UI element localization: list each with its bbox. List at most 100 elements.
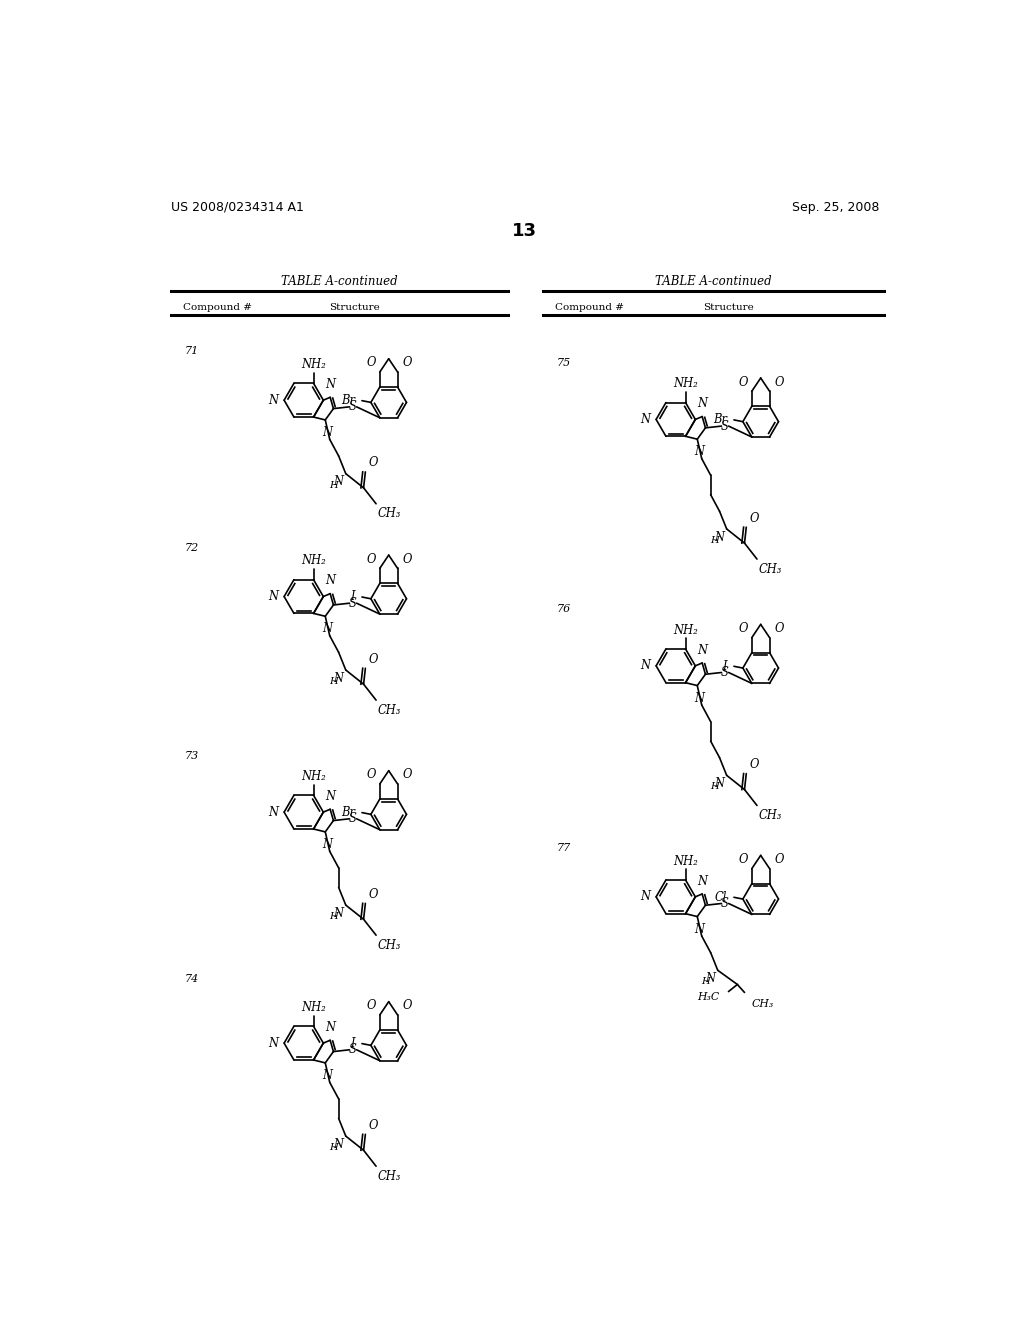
Text: H: H bbox=[710, 783, 719, 792]
Text: CH₃: CH₃ bbox=[378, 939, 401, 952]
Text: S: S bbox=[721, 898, 729, 909]
Text: N: N bbox=[694, 923, 705, 936]
Text: CH₃: CH₃ bbox=[759, 809, 782, 822]
Text: 76: 76 bbox=[557, 605, 570, 614]
Text: O: O bbox=[739, 853, 749, 866]
Text: N: N bbox=[325, 791, 335, 803]
Text: O: O bbox=[369, 887, 378, 900]
Text: H: H bbox=[329, 912, 338, 921]
Text: N: N bbox=[322, 838, 332, 851]
Text: O: O bbox=[369, 652, 378, 665]
Text: N: N bbox=[714, 777, 724, 791]
Text: CH₃: CH₃ bbox=[378, 704, 401, 717]
Text: N: N bbox=[697, 397, 708, 411]
Text: Cl: Cl bbox=[715, 891, 727, 904]
Text: S: S bbox=[349, 1043, 357, 1056]
Text: N: N bbox=[333, 672, 343, 685]
Text: N: N bbox=[697, 875, 708, 888]
Text: O: O bbox=[367, 553, 376, 566]
Text: S: S bbox=[721, 667, 729, 678]
Text: O: O bbox=[403, 999, 413, 1012]
Text: Br: Br bbox=[341, 395, 355, 407]
Text: O: O bbox=[367, 999, 376, 1012]
Text: Br: Br bbox=[341, 807, 355, 820]
Text: N: N bbox=[322, 426, 332, 440]
Text: N: N bbox=[322, 623, 332, 635]
Text: N: N bbox=[268, 590, 279, 603]
Text: O: O bbox=[403, 553, 413, 566]
Text: O: O bbox=[750, 758, 759, 771]
Text: H₃C: H₃C bbox=[697, 991, 720, 1002]
Text: 13: 13 bbox=[512, 222, 538, 240]
Text: Compound #: Compound # bbox=[182, 304, 252, 312]
Text: O: O bbox=[369, 1118, 378, 1131]
Text: NH₂: NH₂ bbox=[673, 378, 698, 391]
Text: S: S bbox=[349, 400, 357, 413]
Text: 72: 72 bbox=[184, 543, 199, 553]
Text: O: O bbox=[367, 768, 376, 781]
Text: N: N bbox=[641, 890, 651, 903]
Text: N: N bbox=[714, 531, 724, 544]
Text: N: N bbox=[322, 1069, 332, 1082]
Text: Structure: Structure bbox=[330, 304, 380, 312]
Text: NH₂: NH₂ bbox=[301, 1001, 326, 1014]
Text: N: N bbox=[325, 378, 335, 391]
Text: Br: Br bbox=[713, 413, 727, 426]
Text: Compound #: Compound # bbox=[555, 304, 624, 312]
Text: CH₃: CH₃ bbox=[378, 1170, 401, 1183]
Text: N: N bbox=[268, 1036, 279, 1049]
Text: O: O bbox=[367, 356, 376, 370]
Text: 77: 77 bbox=[557, 843, 570, 853]
Text: Structure: Structure bbox=[703, 304, 754, 312]
Text: S: S bbox=[349, 812, 357, 825]
Text: I: I bbox=[350, 1038, 355, 1051]
Text: O: O bbox=[403, 356, 413, 370]
Text: CH₃: CH₃ bbox=[759, 562, 782, 576]
Text: 71: 71 bbox=[184, 346, 199, 356]
Text: H: H bbox=[700, 977, 710, 986]
Text: H: H bbox=[329, 1143, 338, 1152]
Text: N: N bbox=[268, 805, 279, 818]
Text: 73: 73 bbox=[184, 751, 199, 760]
Text: Sep. 25, 2008: Sep. 25, 2008 bbox=[792, 201, 879, 214]
Text: H: H bbox=[329, 480, 338, 490]
Text: O: O bbox=[403, 768, 413, 781]
Text: I: I bbox=[722, 660, 727, 673]
Text: S: S bbox=[349, 597, 357, 610]
Text: NH₂: NH₂ bbox=[301, 358, 326, 371]
Text: N: N bbox=[333, 475, 343, 488]
Text: O: O bbox=[775, 376, 784, 388]
Text: NH₂: NH₂ bbox=[301, 554, 326, 568]
Text: N: N bbox=[694, 692, 705, 705]
Text: NH₂: NH₂ bbox=[673, 854, 698, 867]
Text: N: N bbox=[705, 972, 715, 985]
Text: NH₂: NH₂ bbox=[301, 770, 326, 783]
Text: S: S bbox=[721, 420, 729, 433]
Text: N: N bbox=[333, 907, 343, 920]
Text: H: H bbox=[329, 677, 338, 686]
Text: O: O bbox=[739, 622, 749, 635]
Text: US 2008/0234314 A1: US 2008/0234314 A1 bbox=[171, 201, 303, 214]
Text: 75: 75 bbox=[557, 358, 570, 368]
Text: N: N bbox=[641, 413, 651, 426]
Text: I: I bbox=[350, 590, 355, 603]
Text: N: N bbox=[641, 659, 651, 672]
Text: N: N bbox=[333, 1138, 343, 1151]
Text: O: O bbox=[775, 853, 784, 866]
Text: N: N bbox=[694, 445, 705, 458]
Text: NH₂: NH₂ bbox=[673, 623, 698, 636]
Text: CH₃: CH₃ bbox=[378, 507, 401, 520]
Text: N: N bbox=[325, 1022, 335, 1034]
Text: N: N bbox=[268, 393, 279, 407]
Text: N: N bbox=[325, 574, 335, 587]
Text: TABLE A-continued: TABLE A-continued bbox=[281, 275, 397, 288]
Text: N: N bbox=[697, 644, 708, 657]
Text: O: O bbox=[775, 622, 784, 635]
Text: O: O bbox=[750, 512, 759, 524]
Text: H: H bbox=[710, 536, 719, 545]
Text: O: O bbox=[369, 457, 378, 469]
Text: TABLE A-continued: TABLE A-continued bbox=[654, 275, 771, 288]
Text: CH₃: CH₃ bbox=[752, 999, 774, 1008]
Text: O: O bbox=[739, 376, 749, 388]
Text: 74: 74 bbox=[184, 974, 199, 983]
